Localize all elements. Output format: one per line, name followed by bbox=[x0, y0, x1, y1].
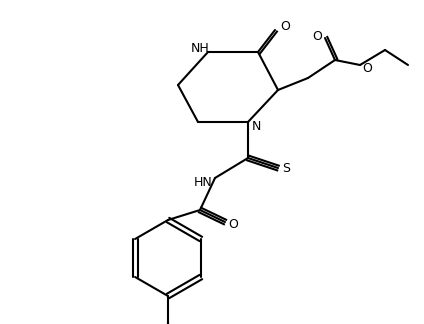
Text: O: O bbox=[312, 29, 322, 42]
Text: S: S bbox=[282, 161, 290, 175]
Text: HN: HN bbox=[194, 177, 212, 190]
Text: N: N bbox=[251, 121, 261, 133]
Text: O: O bbox=[362, 62, 372, 75]
Text: O: O bbox=[228, 217, 238, 230]
Text: O: O bbox=[280, 20, 290, 33]
Text: NH: NH bbox=[191, 42, 209, 55]
